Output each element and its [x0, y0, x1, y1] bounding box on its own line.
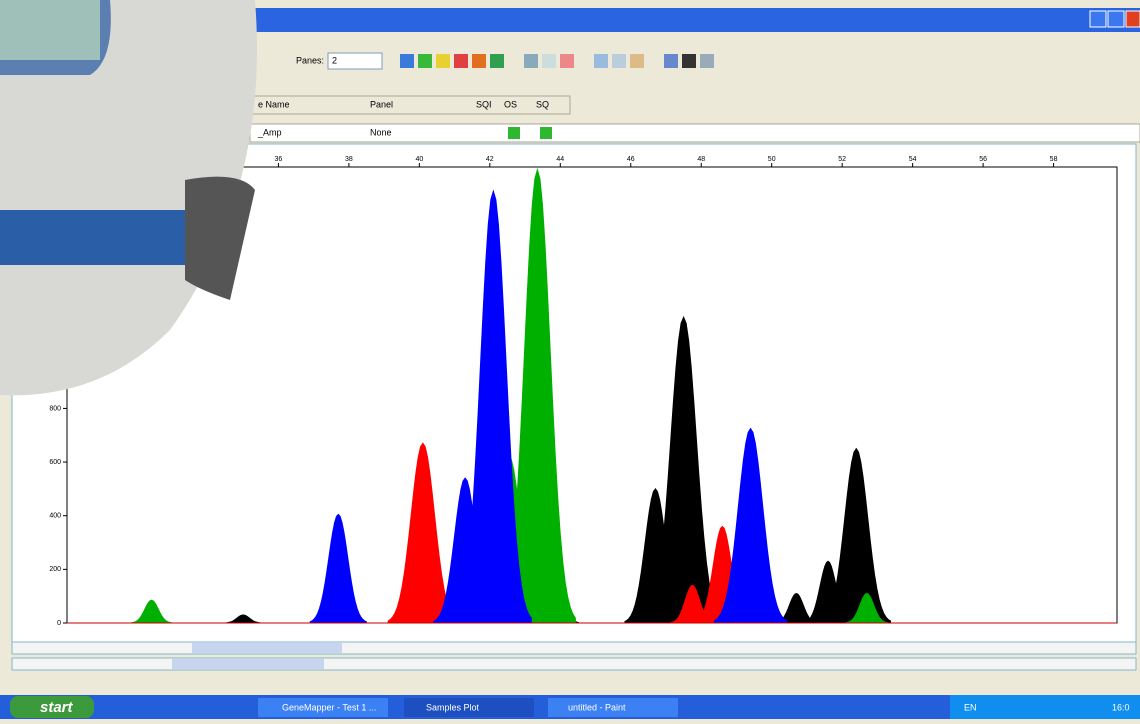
screen: Panes: 2 start EN 16:0 e Name Panel SQI OS S…	[0, 0, 1140, 719]
panes-label: Panes:	[296, 55, 324, 65]
task-label: Samples Plot	[426, 702, 480, 712]
x-tick-label: 46	[627, 156, 635, 163]
y-tick-label: 600	[49, 459, 61, 466]
lang: EN	[964, 702, 977, 712]
column-header: SQI	[476, 99, 492, 109]
column-header: SQ	[536, 99, 549, 109]
os-indicator	[508, 127, 520, 139]
x-tick-label: 40	[415, 156, 423, 163]
x-tick-label: 54	[909, 156, 917, 163]
panes-value: 2	[332, 55, 337, 65]
y-tick-label: 800	[49, 405, 61, 412]
table-cell: _Amp	[257, 127, 282, 137]
column-header: e Name	[258, 99, 290, 109]
x-tick-label: 44	[556, 156, 564, 163]
x-tick-label: 42	[486, 156, 494, 163]
x-tick-label: 56	[979, 156, 987, 163]
max-button[interactable]	[1108, 11, 1124, 27]
page: Panes: 2 start EN 16:0 e Name Panel SQI OS S…	[0, 0, 1140, 719]
clock: 16:0	[1112, 702, 1130, 712]
x-tick-label: 38	[345, 156, 353, 163]
task-label: untitled - Paint	[568, 702, 626, 712]
min-button[interactable]	[1090, 11, 1106, 27]
table-header	[250, 96, 570, 114]
table-cell: None	[370, 127, 392, 137]
y-tick-label: 200	[49, 566, 61, 573]
task-label: GeneMapper - Test 1 ...	[282, 702, 376, 712]
column-header: Panel	[370, 99, 393, 109]
scroll-thumb[interactable]	[192, 643, 342, 653]
sq-indicator	[540, 127, 552, 139]
x-tick-label: 52	[838, 156, 846, 163]
x-tick-label: 36	[275, 156, 283, 163]
x-tick-label: 50	[768, 156, 776, 163]
close-button[interactable]	[1126, 11, 1140, 27]
start-label: start	[40, 699, 74, 716]
scroll-thumb-2[interactable]	[172, 659, 324, 669]
x-tick-label: 58	[1050, 156, 1058, 163]
y-tick-label: 400	[49, 513, 61, 520]
column-header: OS	[504, 99, 517, 109]
y-tick-label: 0	[57, 620, 61, 627]
x-tick-label: 48	[697, 156, 705, 163]
h-scrollbar[interactable]	[12, 642, 1136, 654]
